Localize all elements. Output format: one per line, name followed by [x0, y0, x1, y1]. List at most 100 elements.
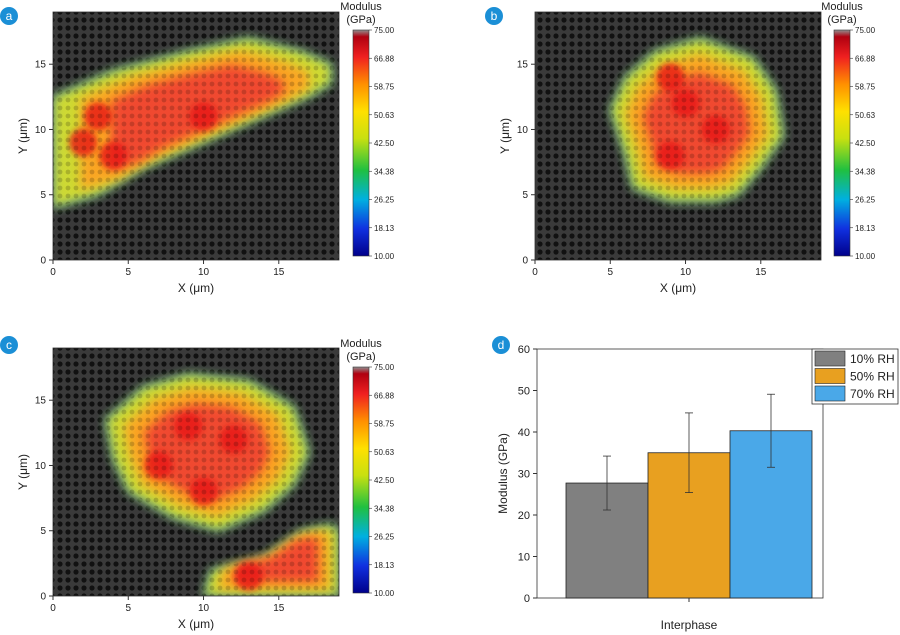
- indent-grid-overlay: [105, 374, 309, 531]
- y-tick-label: 40: [518, 427, 530, 439]
- y-tick-label: 15: [35, 60, 47, 71]
- colorbar-tick-label: 18.13: [374, 224, 395, 233]
- modulus-region-group: [53, 38, 332, 208]
- x-tick-label: 5: [125, 603, 131, 614]
- panel-label-a: a: [6, 9, 13, 23]
- panel-badge-b: [485, 7, 503, 25]
- y-tick-label: 60: [518, 344, 530, 356]
- legend: 10% RH 50% RH 70% RH: [811, 348, 899, 405]
- y-tick-label: 10: [35, 125, 47, 136]
- legend-label: 10% RH: [850, 352, 895, 366]
- indent-grid-overlay: [610, 38, 784, 202]
- colorbar-tick-label: 26.25: [855, 196, 876, 205]
- y-tick-label: 10: [35, 461, 47, 472]
- colorbar-tick-label: 58.75: [855, 83, 876, 92]
- plot-frame: [52, 347, 340, 597]
- y-axis-label: Y (μm): [16, 118, 30, 154]
- colorbar-tick-label: 50.63: [374, 111, 395, 120]
- colorbar-tick-label: 10.00: [374, 252, 395, 261]
- y-axis-label: Modulus (GPa): [496, 433, 510, 514]
- indent-grid-overlay: [53, 38, 332, 208]
- y-tick-label: 15: [517, 60, 529, 71]
- colorbar-tick-label: 42.50: [374, 139, 395, 148]
- y-tick-label: 5: [522, 190, 528, 201]
- x-tick-label: 0: [50, 603, 56, 614]
- panel-badge-c: [0, 336, 18, 354]
- heatmap-panel-a: 0 5 10 15 0 5 10 15 X (μm) Y (μm): [16, 11, 340, 295]
- colorbar-title: Modulus: [340, 338, 382, 350]
- colorbar-tick-label: 50.63: [855, 111, 876, 120]
- x-tick-label: 10: [198, 603, 210, 614]
- colorbar-unit: (GPa): [827, 14, 856, 26]
- x-tick-label: 5: [607, 267, 613, 278]
- x-axis-label: X (μm): [178, 281, 214, 295]
- panel-badge-d: [492, 336, 510, 354]
- x-tick-label: 0: [50, 267, 56, 278]
- legend-swatch: [814, 385, 846, 402]
- x-axis-label: X (μm): [178, 617, 214, 631]
- y-tick-label: 5: [40, 190, 46, 201]
- x-tick-label: 15: [755, 267, 767, 278]
- y-tick-label: 0: [522, 256, 528, 267]
- legend-swatch: [814, 350, 846, 367]
- colorbar-tick-label: 26.25: [374, 196, 395, 205]
- x-tick-label: 10: [680, 267, 692, 278]
- x-tick-label: 5: [125, 267, 131, 278]
- indent-grid-overlay: [203, 524, 339, 596]
- colorbar-b: Modulus(GPa)75.00 66.88 58.75 50.63 42.50 34.…: [821, 1, 875, 261]
- colorbar-tick-label: 34.38: [374, 504, 395, 513]
- colorbar-tick-label: 58.75: [374, 420, 395, 429]
- colorbar-title: Modulus: [821, 1, 863, 13]
- plot-frame: [52, 11, 340, 261]
- y-tick-label: 20: [518, 510, 530, 522]
- panel-badge-a: [0, 7, 18, 25]
- colorbar-tick-label: 66.88: [374, 391, 395, 400]
- heatmap-panel-c: 0 5 10 15 0 5 10 15 X (μm) Y (μm): [16, 347, 340, 631]
- x-tick-label: 10: [198, 267, 210, 278]
- modulus-region-group: [105, 374, 339, 596]
- colorbar-gradient: [833, 29, 851, 257]
- y-tick-label: 15: [35, 396, 47, 407]
- y-tick-label: 0: [40, 592, 46, 603]
- colorbar-tick-label: 10.00: [855, 252, 876, 261]
- y-axis-label: Y (μm): [498, 118, 512, 154]
- colorbar-tick-label: 18.13: [855, 224, 876, 233]
- y-axis-label: Y (μm): [16, 454, 30, 490]
- colorbar-tick-label: 75.00: [374, 26, 395, 35]
- legend-swatch: [814, 368, 846, 384]
- colorbar-tick-label: 42.50: [374, 476, 395, 485]
- y-tick-label: 50: [518, 386, 530, 398]
- bar-chart-panel-d: 0 10 20 30 40 50 60 Interphase Modulus (GPa) 10% …: [496, 344, 899, 632]
- y-tick-label: 0: [40, 256, 46, 267]
- colorbar-tick-label: 10.00: [374, 589, 395, 598]
- modulus-region-group: [610, 38, 784, 202]
- colorbar-tick-label: 66.88: [855, 54, 876, 63]
- colorbar-tick-label: 18.13: [374, 561, 395, 570]
- colorbar-tick-label: 58.75: [374, 83, 395, 92]
- colorbar-tick-label: 50.63: [374, 448, 395, 457]
- colorbar-unit: (GPa): [346, 351, 375, 363]
- x-tick-label: 15: [273, 603, 285, 614]
- x-axis-label: X (μm): [660, 281, 696, 295]
- colorbar-tick-label: 34.38: [855, 167, 876, 176]
- x-tick-label: 15: [273, 267, 285, 278]
- colorbar-tick-label: 75.00: [855, 26, 876, 35]
- y-tick-label: 10: [517, 125, 529, 136]
- y-tick-label: 30: [518, 469, 530, 481]
- panel-label-d: d: [498, 338, 505, 352]
- x-tick-label: 0: [532, 267, 538, 278]
- colorbar-tick-label: 75.00: [374, 363, 395, 372]
- legend-label: 70% RH: [850, 387, 895, 401]
- colorbar-unit: (GPa): [346, 14, 375, 26]
- panel-label-c: c: [6, 338, 12, 352]
- colorbar-tick-label: 34.38: [374, 167, 395, 176]
- x-axis-label: Interphase: [661, 618, 718, 632]
- colorbar-gradient: [352, 366, 370, 594]
- plot-frame: [534, 11, 822, 261]
- colorbar-tick-label: 66.88: [374, 54, 395, 63]
- heatmap-panel-b: 0 5 10 15 0 5 10 15 X (μm) Y (μm): [498, 11, 822, 295]
- colorbar-title: Modulus: [340, 1, 382, 13]
- colorbar-tick-label: 26.25: [374, 533, 395, 542]
- y-tick-label: 5: [40, 526, 46, 537]
